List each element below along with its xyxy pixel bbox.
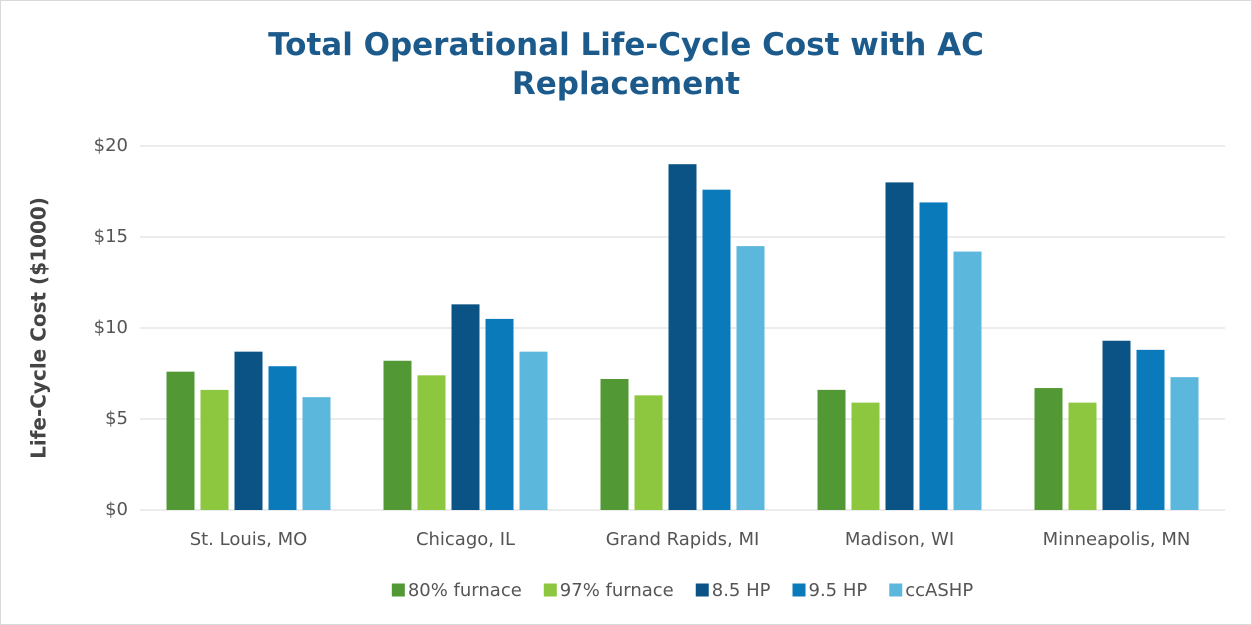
bar <box>736 246 765 510</box>
legend-label: 9.5 HP <box>809 580 868 601</box>
legend-label: 8.5 HP <box>712 580 771 601</box>
legend-swatch <box>391 583 405 597</box>
bar <box>1170 377 1199 510</box>
y-tick-label: $15 <box>94 226 128 247</box>
bar <box>200 389 229 510</box>
bar <box>1102 340 1131 510</box>
legend-item: 97% furnace <box>543 580 674 601</box>
bar <box>519 351 548 510</box>
legend-label: 97% furnace <box>560 580 674 601</box>
legend-item: 8.5 HP <box>695 580 771 601</box>
bar <box>817 389 846 510</box>
legend-swatch <box>792 583 806 597</box>
bar <box>1068 402 1097 510</box>
bar <box>702 189 731 510</box>
legend-item: 80% furnace <box>391 580 522 601</box>
chart-title: Total Operational Life-Cycle Cost with A… <box>268 27 984 102</box>
bar <box>1034 388 1063 510</box>
x-tick-label: Minneapolis, MN <box>1043 529 1191 550</box>
legend-label: ccASHP <box>905 580 973 601</box>
x-tick-label: Madison, WI <box>845 529 954 550</box>
legend-item: 9.5 HP <box>792 580 868 601</box>
bar <box>668 164 697 510</box>
bar <box>485 318 514 510</box>
bar <box>885 182 914 510</box>
bar <box>268 366 297 510</box>
y-tick-label: $5 <box>105 408 128 429</box>
legend-swatch <box>889 583 903 597</box>
y-tick-label: $10 <box>94 317 128 338</box>
bar <box>600 378 629 510</box>
bar <box>851 402 880 510</box>
bar <box>1136 349 1165 510</box>
bar <box>953 251 982 510</box>
bar <box>417 375 446 510</box>
legend-label: 80% furnace <box>408 580 522 601</box>
bar <box>634 395 663 510</box>
x-tick-label: St. Louis, MO <box>190 529 308 550</box>
legend-item: ccASHP <box>889 580 973 601</box>
bar <box>919 202 948 511</box>
bar <box>451 304 480 510</box>
bar <box>166 371 195 510</box>
legend-swatch <box>695 583 709 597</box>
x-tick-label: Grand Rapids, MI <box>606 529 760 550</box>
y-axis-label: Life-Cycle Cost ($1000) <box>27 197 51 459</box>
bar <box>302 397 331 510</box>
bar <box>383 360 412 510</box>
bar <box>234 351 263 510</box>
x-tick-label: Chicago, IL <box>416 529 515 550</box>
y-tick-label: $20 <box>94 135 128 156</box>
legend-swatch <box>543 583 557 597</box>
y-tick-label: $0 <box>105 499 128 520</box>
